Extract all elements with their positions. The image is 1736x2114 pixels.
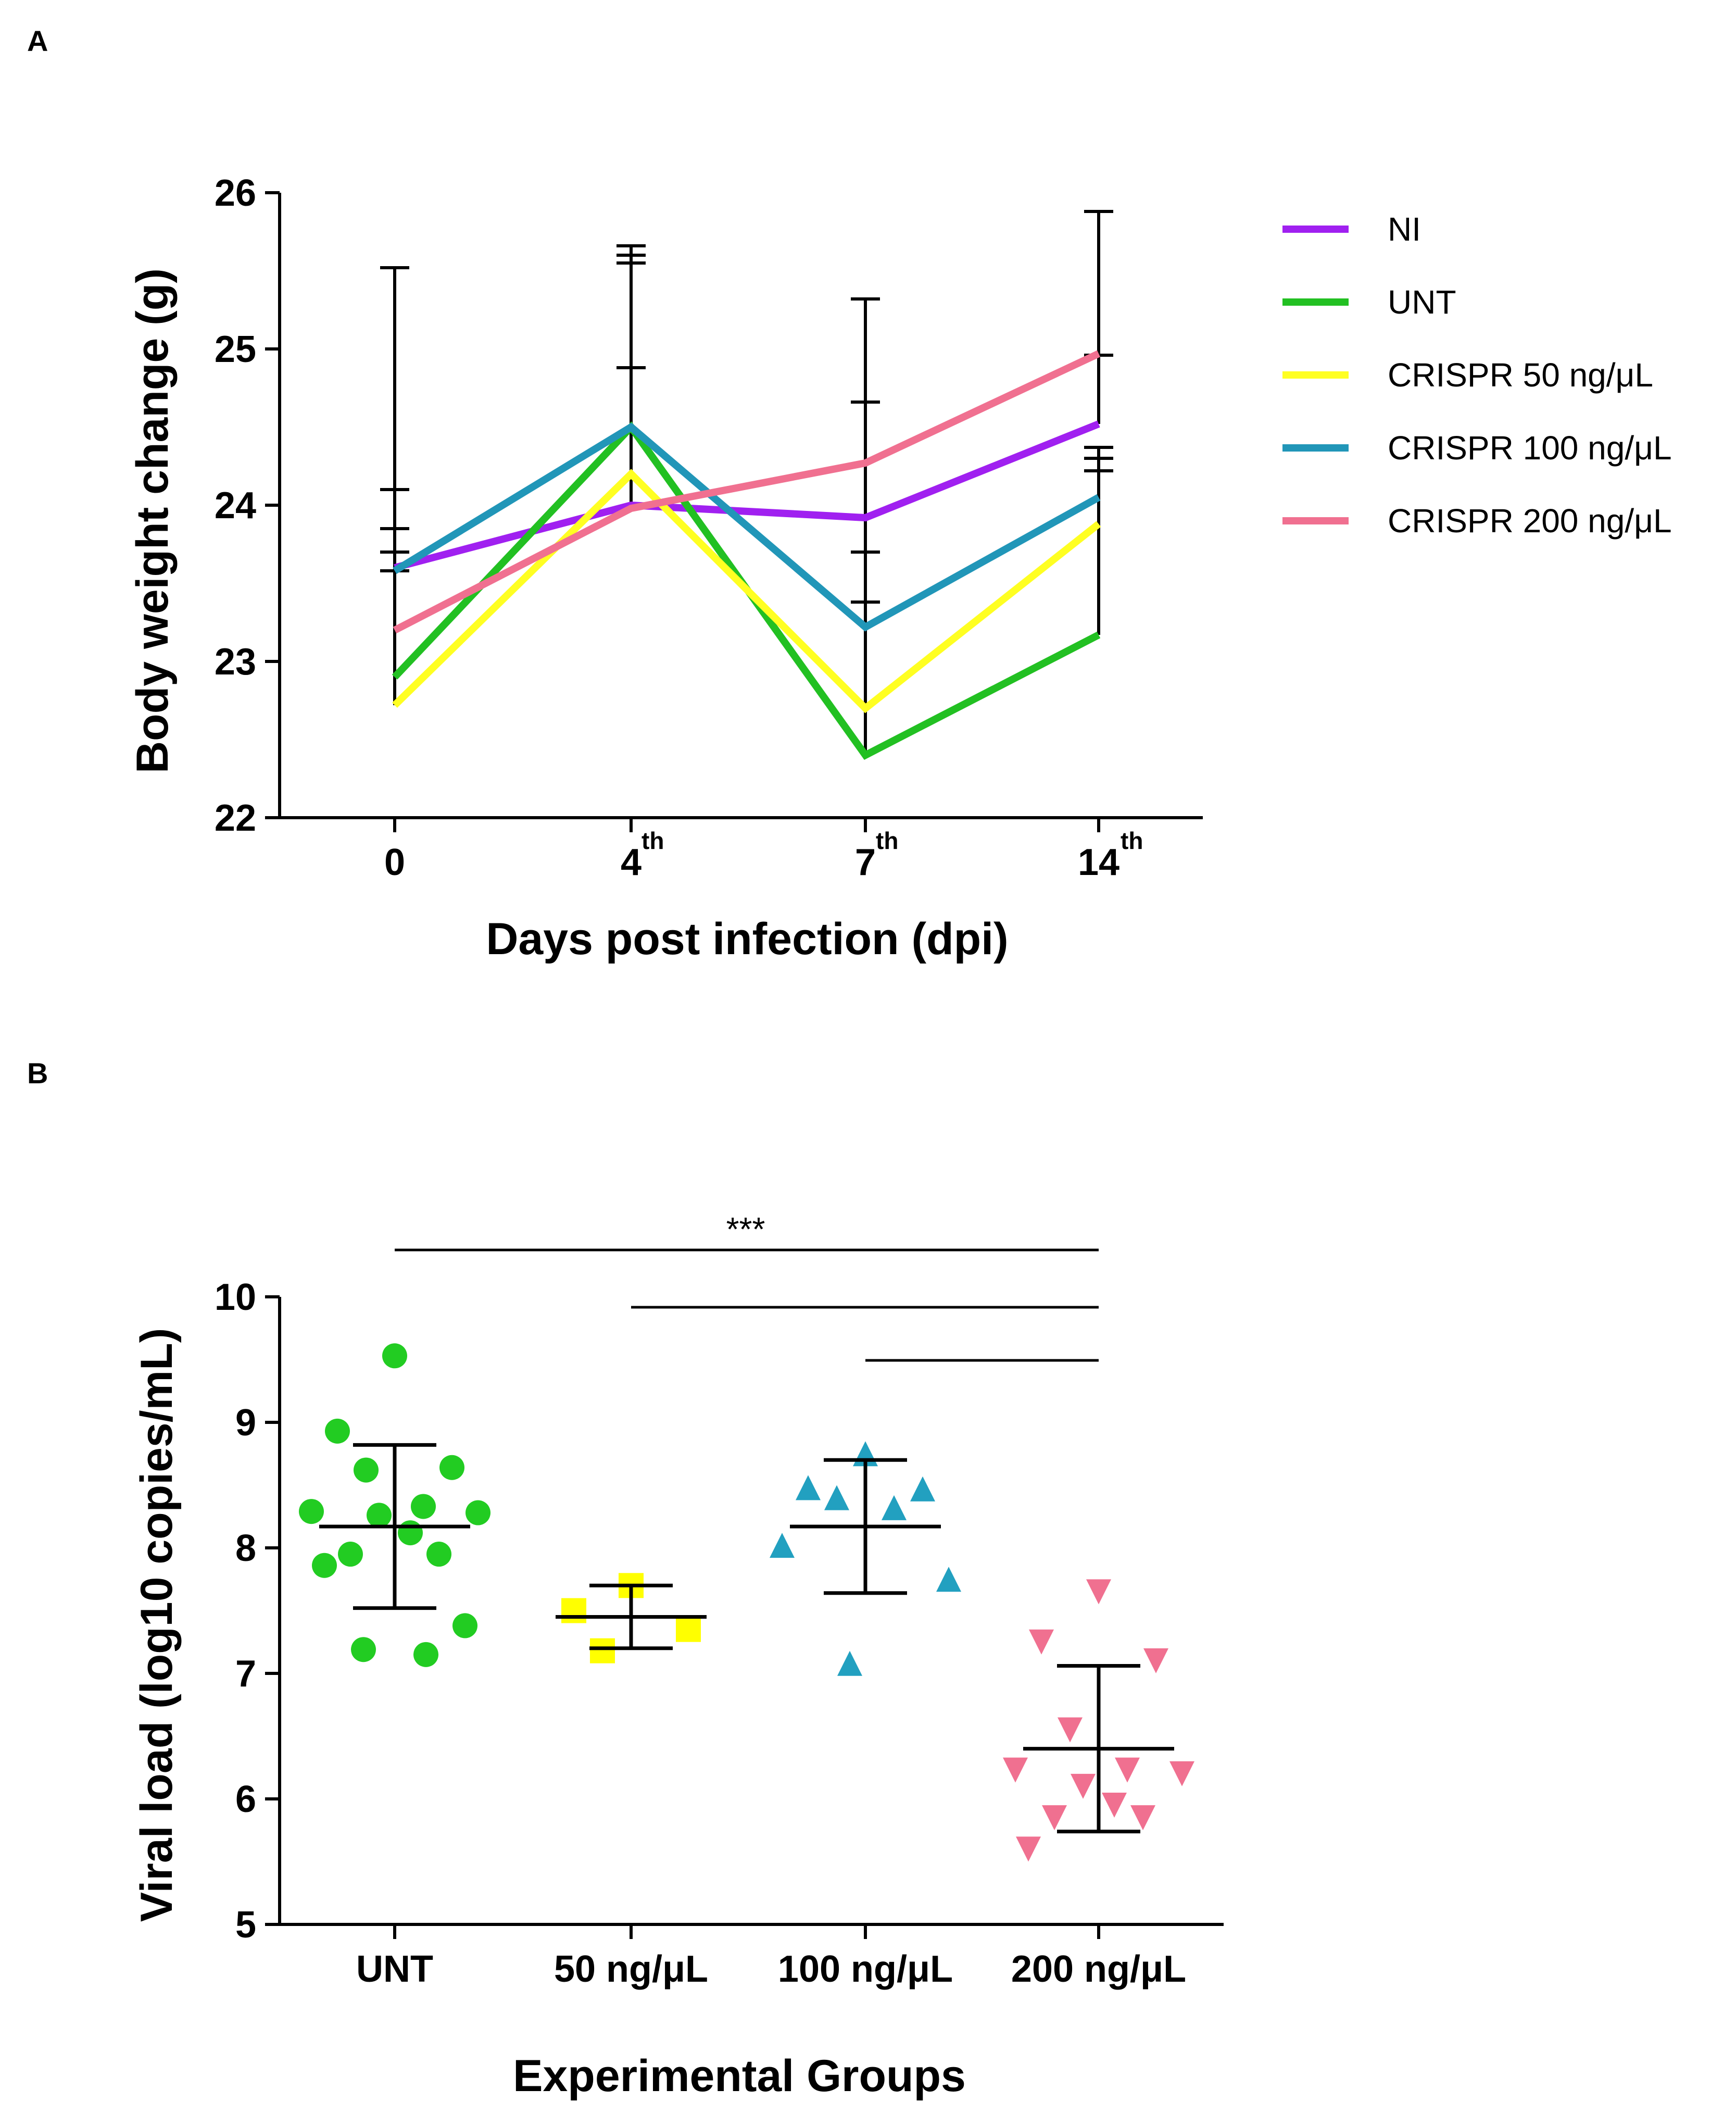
panel-a-legend-label: CRISPR 50 ng/μL: [1388, 356, 1653, 394]
panel-a-legend-label: UNT: [1388, 283, 1456, 321]
panel-a-x-tick-label: 14: [1078, 842, 1119, 883]
panel-a-x-tick-superscript: th: [641, 827, 664, 854]
panel-b-data-point: [837, 1650, 862, 1676]
panel-b-data-point: [590, 1638, 615, 1663]
panel-a-line-chart: Body weight change (g) Days post infecti…: [128, 172, 1672, 964]
panel-b-data-point: [1115, 1757, 1140, 1783]
panel-b-x-tick-label: 200 ng/μL: [1011, 1948, 1186, 1990]
panel-b-data-point: [910, 1476, 935, 1502]
panel-b-data-point: [1029, 1629, 1054, 1655]
panel-b-data-point: [354, 1457, 379, 1483]
panel-b-data-point: [1071, 1773, 1096, 1799]
panel-b-data-point: [1086, 1579, 1111, 1605]
panel-b-data-point: [796, 1475, 821, 1500]
panel-b-data-point: [426, 1542, 451, 1567]
panel-b-label: B: [27, 1057, 48, 1090]
panel-b-data-point: [1169, 1761, 1194, 1786]
panel-b-x-tick-label: UNT: [356, 1948, 433, 1990]
panel-a-x-axis-title: Days post infection (dpi): [486, 914, 1008, 964]
panel-b-data-point: [1042, 1805, 1067, 1831]
panel-b-y-tick-label: 7: [235, 1653, 256, 1695]
panel-a-series-line: [393, 422, 1101, 632]
panel-b-scatter-chart: Viral load (log10 copies/mL) Experimenta…: [132, 1210, 1224, 2101]
panel-a-legend-label: CRISPR 100 ng/μL: [1388, 429, 1672, 467]
panel-b-significance-label: ***: [726, 1210, 765, 1248]
panel-a-y-axis-title: Body weight change (g): [128, 268, 178, 773]
panel-b-data-point: [439, 1455, 464, 1480]
panel-b-data-point: [1102, 1793, 1127, 1818]
panel-a-y-tick-label: 24: [215, 485, 256, 527]
panel-a-y-tick-label: 26: [215, 172, 256, 214]
panel-b-x-tick-label: 50 ng/μL: [554, 1948, 708, 1990]
panel-a-legend-label: CRISPR 200 ng/μL: [1388, 502, 1672, 540]
panel-b-y-tick-label: 8: [235, 1528, 256, 1569]
panel-b-data-point: [411, 1494, 436, 1519]
panel-a-x-tick-label: 7: [855, 842, 876, 883]
panel-a-legend-label: NI: [1388, 210, 1421, 248]
panel-b-data-point: [413, 1642, 438, 1667]
panel-b-data-point: [676, 1617, 701, 1642]
panel-a-series-line: [393, 350, 1100, 634]
panel-b-data-point: [1143, 1648, 1168, 1673]
panel-a-y-tick-label: 25: [215, 329, 256, 370]
panel-a-series-line: [392, 469, 1101, 714]
panel-b-data-point: [325, 1418, 350, 1444]
panel-b-y-tick-label: 9: [235, 1402, 256, 1444]
panel-b-data-point: [882, 1495, 907, 1520]
panel-b-data-point: [466, 1500, 490, 1525]
panel-b-data-point: [382, 1343, 407, 1369]
panel-b-y-tick-label: 6: [235, 1779, 256, 1820]
panel-a-y-tick-label: 23: [215, 641, 256, 683]
panel-a-x-tick-label: 0: [384, 842, 405, 883]
panel-b-data-point: [1130, 1805, 1155, 1831]
panel-b-x-axis-title: Experimental Groups: [513, 2051, 966, 2101]
panel-b-data-point: [1016, 1836, 1041, 1862]
panel-b-data-point: [1058, 1717, 1083, 1743]
panel-b-y-tick-label: 5: [235, 1904, 256, 1946]
panel-b-data-point: [561, 1598, 586, 1623]
panel-a-series-line: [394, 420, 1100, 571]
panel-b-data-point: [452, 1613, 477, 1638]
panel-b-y-axis-title: Viral load (log10 copies/mL): [132, 1328, 182, 1922]
panel-b-x-tick-label: 100 ng/μL: [778, 1948, 953, 1990]
panel-b-data-point: [312, 1553, 337, 1578]
panel-a-x-tick-label: 4: [621, 842, 641, 883]
panel-a-x-tick-superscript: th: [1121, 827, 1143, 854]
panel-a-y-tick-label: 22: [215, 797, 256, 839]
panel-a-x-tick-superscript: th: [876, 827, 898, 854]
panel-b-data-point: [1003, 1757, 1028, 1783]
panel-b-data-point: [299, 1499, 324, 1524]
panel-b-y-tick-label: 10: [215, 1277, 256, 1318]
panel-b-data-point: [351, 1637, 376, 1662]
panel-b-data-point: [338, 1542, 363, 1567]
panel-b-data-point: [770, 1533, 795, 1558]
panel-b-data-point: [824, 1485, 849, 1510]
panel-b-data-point: [367, 1503, 392, 1528]
panel-a-label: A: [27, 24, 48, 57]
panel-b-data-point: [936, 1567, 961, 1592]
panel-b-data-point: [398, 1520, 423, 1546]
